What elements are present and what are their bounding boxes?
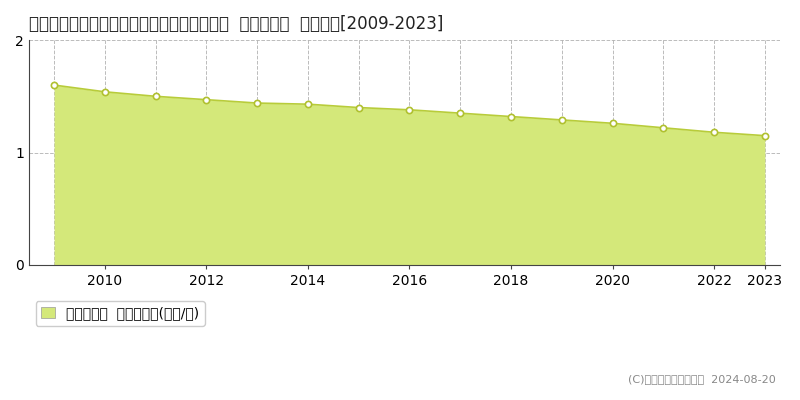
Text: 愛知県北設楽郡豊根村富山字大谷下２９番３  基準地価格  地価推移[2009-2023]: 愛知県北設楽郡豊根村富山字大谷下２９番３ 基準地価格 地価推移[2009-202…: [29, 15, 443, 33]
Legend: 基準地価格  平均坪単価(万円/坪): 基準地価格 平均坪単価(万円/坪): [36, 301, 205, 326]
Text: (C)土地価格ドットコム  2024-08-20: (C)土地価格ドットコム 2024-08-20: [628, 374, 776, 384]
